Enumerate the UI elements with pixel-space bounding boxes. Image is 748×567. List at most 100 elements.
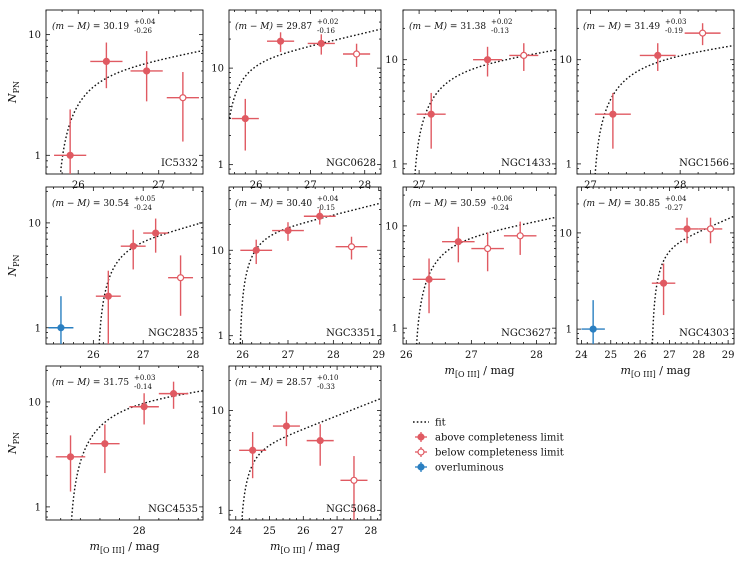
point-marker bbox=[176, 274, 185, 282]
y-tick-label: 1 bbox=[566, 325, 572, 336]
data-point-above bbox=[54, 109, 87, 174]
mod-value: 31.38 bbox=[460, 22, 486, 32]
x-tick-label: 28 bbox=[133, 526, 146, 537]
point-marker bbox=[427, 110, 435, 118]
distance-modulus-text: (m − M) = 30.40 bbox=[235, 198, 312, 209]
point-marker bbox=[352, 50, 361, 58]
x-tick-label: 28 bbox=[364, 526, 377, 537]
x-tick-label: 27 bbox=[465, 350, 478, 361]
point-marker bbox=[104, 292, 112, 300]
data-point-above bbox=[129, 393, 159, 425]
panel-ngc1433: 27 1 10 (m − M) = 31.38 +0.02-0.13 NGC1433 bbox=[385, 9, 557, 191]
point-marker bbox=[284, 226, 292, 235]
galaxy-name: NGC4535 bbox=[148, 504, 198, 515]
axes-frame bbox=[402, 9, 557, 175]
distance-modulus-label: (m − M) = 30.85 +0.04-0.27 bbox=[583, 195, 687, 212]
y-tick-label: 1 bbox=[392, 159, 398, 170]
point-marker bbox=[683, 225, 691, 233]
galaxy-name: NGC2835 bbox=[148, 328, 198, 339]
distance-modulus-label: (m − M) = 28.57 +0.10-0.33 bbox=[235, 374, 338, 391]
x-tick-label: 27 bbox=[137, 350, 150, 361]
data-point-below bbox=[684, 23, 721, 46]
point-marker bbox=[241, 114, 249, 123]
panel-ngc4303: 24 25 26 27 28 29 1 10 (m − M) = 30.85 +0.04-0.27… bbox=[559, 186, 734, 379]
legend-marker bbox=[417, 463, 425, 471]
point-marker bbox=[66, 453, 75, 461]
x-tick-label: 28 bbox=[692, 350, 705, 361]
data-point-above bbox=[639, 43, 676, 71]
axes-frame bbox=[228, 9, 382, 175]
mod-symbol: (m − M) = bbox=[583, 198, 634, 209]
data-point-above bbox=[594, 92, 631, 149]
distance-modulus-text: (m − M) = 31.38 bbox=[409, 21, 486, 32]
data-point-above bbox=[651, 263, 676, 316]
data-point-above bbox=[240, 239, 273, 265]
point-marker bbox=[129, 242, 137, 250]
galaxy-name: NGC3627 bbox=[501, 328, 551, 339]
mod-upper-error: +0.03 bbox=[665, 18, 686, 26]
point-marker bbox=[654, 51, 662, 59]
y-axis-title: NPN bbox=[6, 432, 21, 455]
data-point-below bbox=[168, 255, 194, 316]
mod-lower-error: -0.27 bbox=[665, 204, 683, 212]
data-point-below bbox=[503, 221, 537, 255]
mod-lower-error: -0.24 bbox=[491, 204, 509, 212]
fit-curve bbox=[241, 397, 381, 520]
mod-lower-error: -0.15 bbox=[317, 204, 335, 212]
axes-frame bbox=[576, 9, 735, 175]
legend-label: below completeness limit bbox=[435, 448, 564, 459]
data-point-above bbox=[143, 218, 169, 253]
data-point-above bbox=[675, 217, 699, 244]
data-point-above bbox=[95, 270, 121, 344]
x-tick-label: 27 bbox=[584, 180, 597, 191]
x-tick-label: 24 bbox=[229, 526, 242, 537]
distance-modulus-text: (m − M) = 30.54 bbox=[52, 198, 129, 209]
y-tick-label: 1 bbox=[218, 160, 224, 171]
mod-value: 28.57 bbox=[286, 378, 312, 388]
point-marker bbox=[347, 243, 356, 251]
data-point-overluminous bbox=[581, 300, 605, 344]
legend-item-fit: fit bbox=[413, 418, 446, 429]
mod-value: 30.40 bbox=[286, 199, 312, 209]
x-tick-label: 24 bbox=[575, 350, 588, 361]
y-axis-title: NPN bbox=[6, 254, 21, 277]
y-tick-label: 1 bbox=[35, 502, 41, 513]
panel-ngc2835: 26 27 28 1 10 (m − M) = 30.54 +0.05-0.24 NGC283… bbox=[28, 186, 204, 361]
distance-modulus-text: (m − M) = 31.49 bbox=[583, 21, 660, 32]
mod-upper-error: +0.04 bbox=[134, 18, 156, 26]
axes-frame bbox=[402, 186, 557, 345]
mod-symbol: (m − M) = bbox=[52, 21, 103, 32]
x-tick-label: 27 bbox=[663, 350, 676, 361]
y-tick-label: 1 bbox=[218, 331, 224, 342]
y-tick-label: 10 bbox=[385, 55, 398, 66]
distance-modulus-label: (m − M) = 30.59 +0.06-0.24 bbox=[409, 195, 513, 212]
mod-symbol: (m − M) = bbox=[583, 21, 634, 32]
point-marker bbox=[483, 56, 492, 64]
point-marker bbox=[276, 37, 285, 45]
distance-modulus-text: (m − M) = 30.59 bbox=[409, 198, 486, 209]
distance-modulus-text: (m − M) = 30.19 bbox=[52, 21, 129, 32]
mod-lower-error: -0.16 bbox=[317, 27, 335, 35]
mod-upper-error: +0.06 bbox=[491, 195, 513, 203]
mod-lower-error: -0.26 bbox=[134, 27, 152, 35]
point-marker bbox=[659, 279, 668, 287]
x-tick-label: 25 bbox=[604, 350, 617, 361]
panel-ngc3627: 26 27 28 1 10 (m − M) = 30.59 +0.06-0.24 NGC362… bbox=[385, 186, 557, 379]
mod-symbol: (m − M) = bbox=[235, 21, 286, 32]
legend-item-above: above completeness limit bbox=[415, 432, 564, 444]
legend-item-below: below completeness limit bbox=[415, 447, 564, 459]
data-point-below bbox=[509, 43, 539, 71]
mod-upper-error: +0.04 bbox=[665, 195, 687, 203]
galaxy-name: NGC1566 bbox=[679, 158, 729, 169]
point-marker bbox=[425, 275, 433, 283]
point-marker bbox=[140, 403, 148, 411]
point-marker bbox=[350, 476, 358, 484]
x-tick-label: 26 bbox=[250, 180, 263, 191]
data-point-below bbox=[335, 236, 368, 260]
data-point-below bbox=[471, 232, 504, 272]
mod-lower-error: -0.33 bbox=[317, 383, 335, 391]
legend-label: above completeness limit bbox=[435, 433, 564, 444]
mod-upper-error: +0.04 bbox=[317, 195, 339, 203]
fit-curve bbox=[594, 44, 734, 174]
x-tick-label: 28 bbox=[674, 180, 687, 191]
